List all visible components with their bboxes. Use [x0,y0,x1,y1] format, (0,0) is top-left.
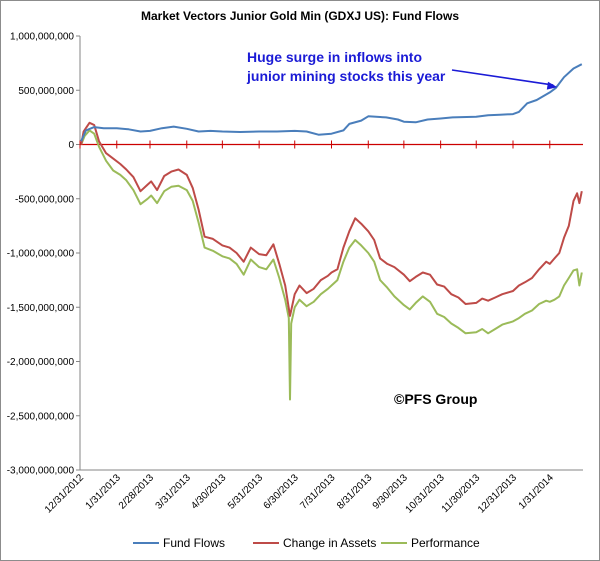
y-tick-label: -2,000,000,000 [7,357,75,368]
x-tick-label: 12/31/2013 [476,472,519,515]
y-tick-label: -1,000,000,000 [7,249,75,260]
annotation-line-1: Huge surge in inflows into [247,49,422,65]
y-tick-label: 1,000,000,000 [10,32,74,43]
annotation-line-2: junior mining stocks this year [246,68,446,84]
series-line-performance [80,129,583,401]
x-tick-label: 1/31/2014 [517,472,557,512]
legend: Fund Flows Change in Assets Performance [133,536,480,550]
y-tick-label: -500,000,000 [15,194,74,205]
x-tick-label: 7/31/2013 [298,472,338,512]
chart-title: Market Vectors Junior Gold Min (GDXJ US)… [141,9,459,23]
legend-label: Fund Flows [163,536,225,550]
series-line-change-in-assets [80,121,583,317]
legend-label: Performance [411,536,480,550]
x-tick-label: 1/31/2013 [84,472,124,512]
y-tick-label: -1,500,000,000 [7,303,75,314]
annotation-arrow-line [451,69,554,86]
y-tick-label: 500,000,000 [18,86,74,97]
x-tick-label: 2/28/2013 [117,472,157,512]
y-tick-label: -2,500,000,000 [7,411,75,422]
legend-label: Change in Assets [283,536,376,550]
x-tick-label: 8/31/2013 [335,472,375,512]
y-tick-label: -3,000,000,000 [7,466,75,477]
x-tick-label: 4/30/2013 [189,472,229,512]
annotation-arrow-head [546,81,558,90]
series-line-fund-flows [80,63,583,142]
x-tick-label: 12/31/2012 [43,472,86,515]
y-tick-label: 0 [68,140,74,151]
copyright-annotation: ©PFS Group [394,391,477,407]
x-tick-label: 6/30/2013 [262,472,302,512]
x-tick-label: 5/31/2013 [226,472,266,512]
x-tick-label: 3/31/2013 [154,472,194,512]
